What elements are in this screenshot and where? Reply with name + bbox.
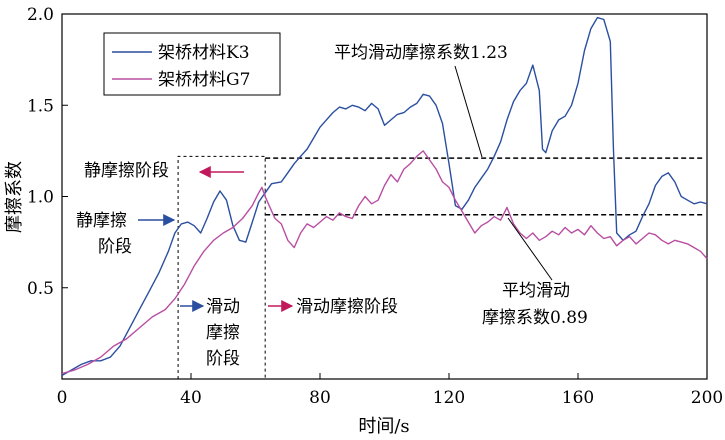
series-line-k3 — [61, 16, 708, 377]
legend: 架桥材料K3 架桥材料G7 — [103, 32, 281, 96]
y-tick-label: 2.0 — [27, 5, 54, 25]
x-tick-label: 120 — [433, 388, 465, 408]
y-tick-label: 1.0 — [27, 188, 54, 208]
phase-boxes — [177, 155, 266, 379]
x-tick-label: 200 — [691, 388, 723, 408]
anno-mean-high: 平均滑动摩擦系数1.23 — [334, 43, 508, 63]
reference-lines — [265, 157, 704, 216]
y-tick-label: 0.5 — [27, 279, 54, 299]
legend-label-k3: 架桥材料K3 — [158, 43, 250, 63]
anno-sliding-blue-1: 滑动 — [206, 297, 240, 317]
y-tick-label: 1.5 — [27, 96, 54, 116]
legend-label-g7: 架桥材料G7 — [158, 70, 250, 90]
x-tick-label: 40 — [180, 388, 202, 408]
x-tick-label: 160 — [562, 388, 594, 408]
annotations: 静摩擦阶段 静摩擦 阶段 滑动 摩擦 阶段 滑动摩擦阶段 平均滑动摩擦系数1.2… — [76, 43, 588, 369]
y-axis-ticks: 0.5 1.0 1.5 2.0 — [27, 5, 68, 299]
series-lines — [61, 16, 708, 377]
anno-mean-low-2: 摩擦系数0.89 — [482, 308, 588, 328]
anno-sliding-blue-3: 阶段 — [206, 349, 240, 369]
anno-static-top: 静摩擦阶段 — [84, 161, 169, 181]
phase-box — [177, 155, 266, 379]
anno-mean-low-1: 平均滑动 — [502, 281, 570, 301]
anno-mean-low-leader — [507, 217, 553, 281]
x-axis-title: 时间/s — [358, 416, 409, 437]
anno-sliding-red: 滑动摩擦阶段 — [296, 297, 398, 317]
x-axis-ticks: 0 40 80 120 160 200 — [57, 373, 723, 408]
anno-sliding-blue-2: 摩擦 — [206, 323, 240, 343]
series-line-g7 — [61, 150, 708, 375]
anno-mean-high-leader — [454, 65, 483, 158]
x-tick-label: 0 — [57, 388, 68, 408]
anno-static-left-1: 静摩擦 — [76, 211, 127, 231]
y-axis-title: 摩擦系数 — [4, 161, 25, 233]
anno-static-left-2: 阶段 — [98, 237, 132, 257]
x-tick-label: 80 — [309, 388, 331, 408]
legend-box — [103, 32, 281, 96]
